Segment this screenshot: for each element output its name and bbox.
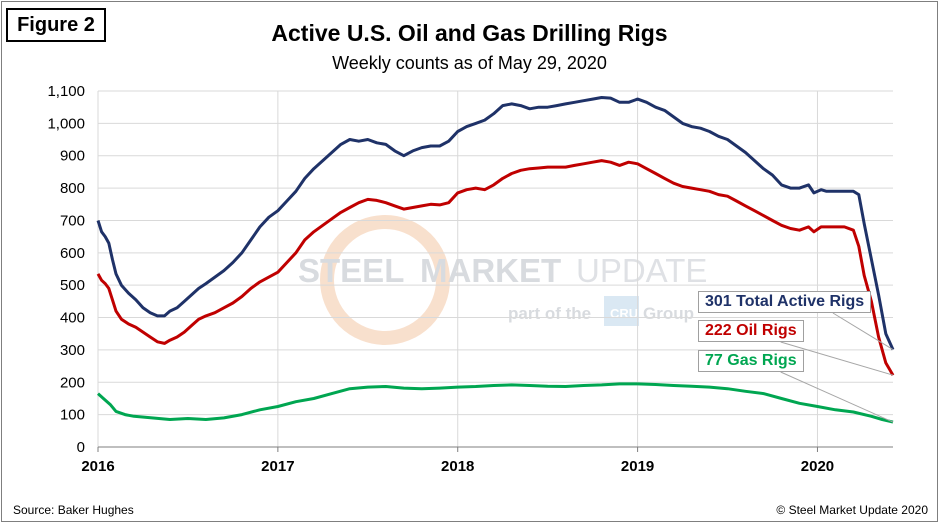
x-tick-label: 2019: [621, 458, 654, 475]
watermark: STEEL MARKET UPDATE part of the CRU Grou…: [298, 215, 707, 345]
y-tick-label: 700: [60, 212, 85, 229]
y-tick-label: 400: [60, 310, 85, 327]
y-tick-label: 500: [60, 277, 85, 294]
x-tick-label: 2017: [261, 458, 294, 475]
leader-line-oil: [780, 341, 894, 376]
annotation-oil-rigs: 222 Oil Rigs: [698, 320, 804, 342]
x-tick-label: 2020: [801, 458, 834, 475]
y-tick-label: 800: [60, 180, 85, 197]
leader-line-total: [832, 312, 894, 351]
y-tick-label: 0: [77, 439, 85, 456]
figure-label: Figure 2: [6, 8, 106, 42]
y-tick-label: 1,000: [47, 115, 85, 132]
y-tick-label: 200: [60, 374, 85, 391]
annotation-leaders: [780, 312, 894, 423]
series-line-total: [96, 96, 895, 351]
watermark-badge: CRU: [610, 306, 638, 321]
watermark-badge-box: [604, 296, 639, 326]
leader-line-gas: [780, 371, 894, 423]
y-tick-label: 1,100: [47, 83, 85, 100]
series-line-gas: [96, 382, 894, 424]
series-line-oil: [96, 159, 895, 376]
copyright-note: © Steel Market Update 2020: [776, 503, 928, 517]
y-tick-label: 600: [60, 245, 85, 262]
x-tick-label: 2016: [81, 458, 114, 475]
watermark-word-update: UPDATE: [576, 252, 707, 289]
annotation-total-rigs: 301 Total Active Rigs: [698, 291, 872, 313]
chart-title: Active U.S. Oil and Gas Drilling Rigs: [271, 20, 668, 46]
watermark-tagline-suffix: Group: [643, 304, 694, 323]
watermark-ring-inner: [347, 242, 423, 318]
watermark-tagline-prefix: part of the: [508, 304, 591, 323]
annotation-gas-rigs: 77 Gas Rigs: [698, 350, 804, 372]
x-axis-ticks: 2016 2017 2018 2019 2020: [81, 447, 834, 475]
watermark-word-steel: STEEL: [298, 252, 404, 289]
chart-subtitle: Weekly counts as of May 29, 2020: [332, 53, 607, 73]
x-tick-label: 2018: [441, 458, 474, 475]
watermark-ring-icon: [320, 215, 450, 345]
y-axis-ticks: 0 100 200 300 400 500 600 700 800 900 1,000 1,100: [47, 83, 85, 456]
series-lines: [96, 96, 895, 424]
y-tick-label: 900: [60, 148, 85, 165]
y-tick-label: 100: [60, 407, 85, 424]
y-tick-label: 300: [60, 342, 85, 359]
source-note: Source: Baker Hughes: [13, 503, 134, 517]
watermark-word-market: MARKET: [420, 252, 561, 289]
